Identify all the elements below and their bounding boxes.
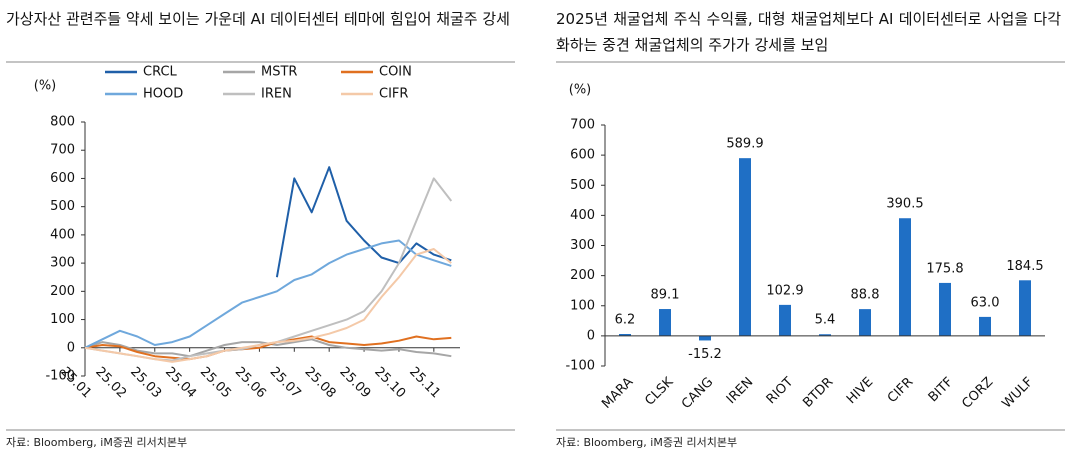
x-tick-label: 25.03 (127, 364, 164, 401)
legend-label: COIN (379, 65, 412, 80)
y-tick-label: 500 (570, 178, 595, 193)
bar (899, 218, 911, 336)
x-tick-label: HIVE (844, 375, 876, 407)
bar (979, 316, 991, 336)
bar (819, 334, 831, 336)
x-tick-label: RIOT (764, 375, 797, 408)
source: 자료: Bloomberg, iM증권 리서치본부 (556, 436, 738, 449)
x-tick-label: 25.11 (406, 364, 443, 401)
y-tick-label: 500 (50, 199, 75, 214)
value-label: 63.0 (971, 295, 1000, 310)
y-axis-label: (%) (34, 79, 57, 94)
y-axis-label: (%) (569, 83, 592, 98)
legend-label: CRCL (143, 65, 178, 80)
y-tick-label: 700 (570, 118, 595, 133)
chart-title: 가상자산 관련주들 약세 보이는 가운데 AI 데이터센터 테마에 힘입어 채굴… (6, 10, 510, 28)
y-tick-label: 200 (570, 268, 595, 283)
value-label: 589.9 (726, 137, 763, 152)
x-tick-label: BITF (926, 375, 957, 406)
y-tick-label: -100 (45, 369, 75, 384)
value-label: 6.2 (615, 313, 636, 328)
value-label: 184.5 (1006, 259, 1043, 274)
bar (859, 309, 871, 336)
legend-label: CIFR (379, 87, 408, 102)
y-tick-label: 0 (587, 328, 595, 343)
bar (1019, 280, 1031, 336)
legend-label: MSTR (261, 65, 297, 80)
x-tick-label: CIFR (885, 375, 916, 406)
value-label: -15.2 (688, 347, 722, 362)
value-label: 88.8 (851, 288, 880, 303)
x-tick-label: 25.09 (336, 364, 373, 401)
line-series (84, 248, 452, 363)
line-series (84, 177, 453, 362)
value-label: 89.1 (651, 288, 680, 303)
value-label: 102.9 (766, 283, 803, 298)
x-tick-label: 25.06 (232, 364, 269, 401)
legend-label: HOOD (143, 87, 183, 102)
x-tick-label: WULF (999, 375, 1036, 412)
x-tick-label: CORZ (959, 375, 996, 412)
x-tick-label: 25.07 (267, 364, 304, 401)
x-tick-label: MARA (599, 375, 636, 412)
x-tick-label: IREN (724, 375, 756, 407)
bar (739, 158, 751, 336)
x-tick-label: 25.08 (302, 364, 339, 401)
x-tick-label: 25.04 (162, 364, 199, 401)
y-tick-label: 100 (570, 298, 595, 313)
y-tick-label: 800 (50, 115, 75, 130)
legend-label: IREN (261, 87, 292, 102)
bar (779, 304, 791, 336)
y-tick-label: -100 (565, 359, 595, 374)
value-label: 5.4 (815, 313, 836, 328)
x-tick-label: 25.05 (197, 364, 234, 401)
value-label: 390.5 (886, 197, 923, 212)
y-tick-label: 400 (570, 208, 595, 223)
y-tick-label: 400 (50, 227, 75, 242)
y-tick-label: 600 (570, 148, 595, 163)
x-tick-label: 25.10 (371, 364, 408, 401)
source: 자료: Bloomberg, iM증권 리서치본부 (6, 436, 188, 449)
bar (699, 335, 711, 341)
bar (659, 309, 671, 336)
bar (939, 282, 951, 336)
bar (619, 334, 631, 336)
y-tick-label: 700 (50, 143, 75, 158)
value-label: 175.8 (926, 261, 963, 276)
line-series (84, 239, 452, 349)
x-tick-label: 25.02 (92, 364, 129, 401)
y-tick-label: 0 (67, 340, 75, 355)
x-tick-label: CLSK (642, 374, 676, 408)
y-tick-label: 300 (50, 256, 75, 271)
y-tick-label: 300 (570, 238, 595, 253)
x-tick-label: CANG (679, 375, 716, 412)
y-tick-label: 100 (50, 312, 75, 327)
chart-title: 2025년 채굴업체 주식 수익률, 대형 채굴업체보다 AI 데이터센터로 사… (556, 10, 1061, 54)
y-tick-label: 200 (50, 284, 75, 299)
x-tick-label: BTDR (800, 375, 836, 411)
line-series (84, 335, 452, 361)
line-series (275, 166, 452, 278)
y-tick-label: 600 (50, 171, 75, 186)
